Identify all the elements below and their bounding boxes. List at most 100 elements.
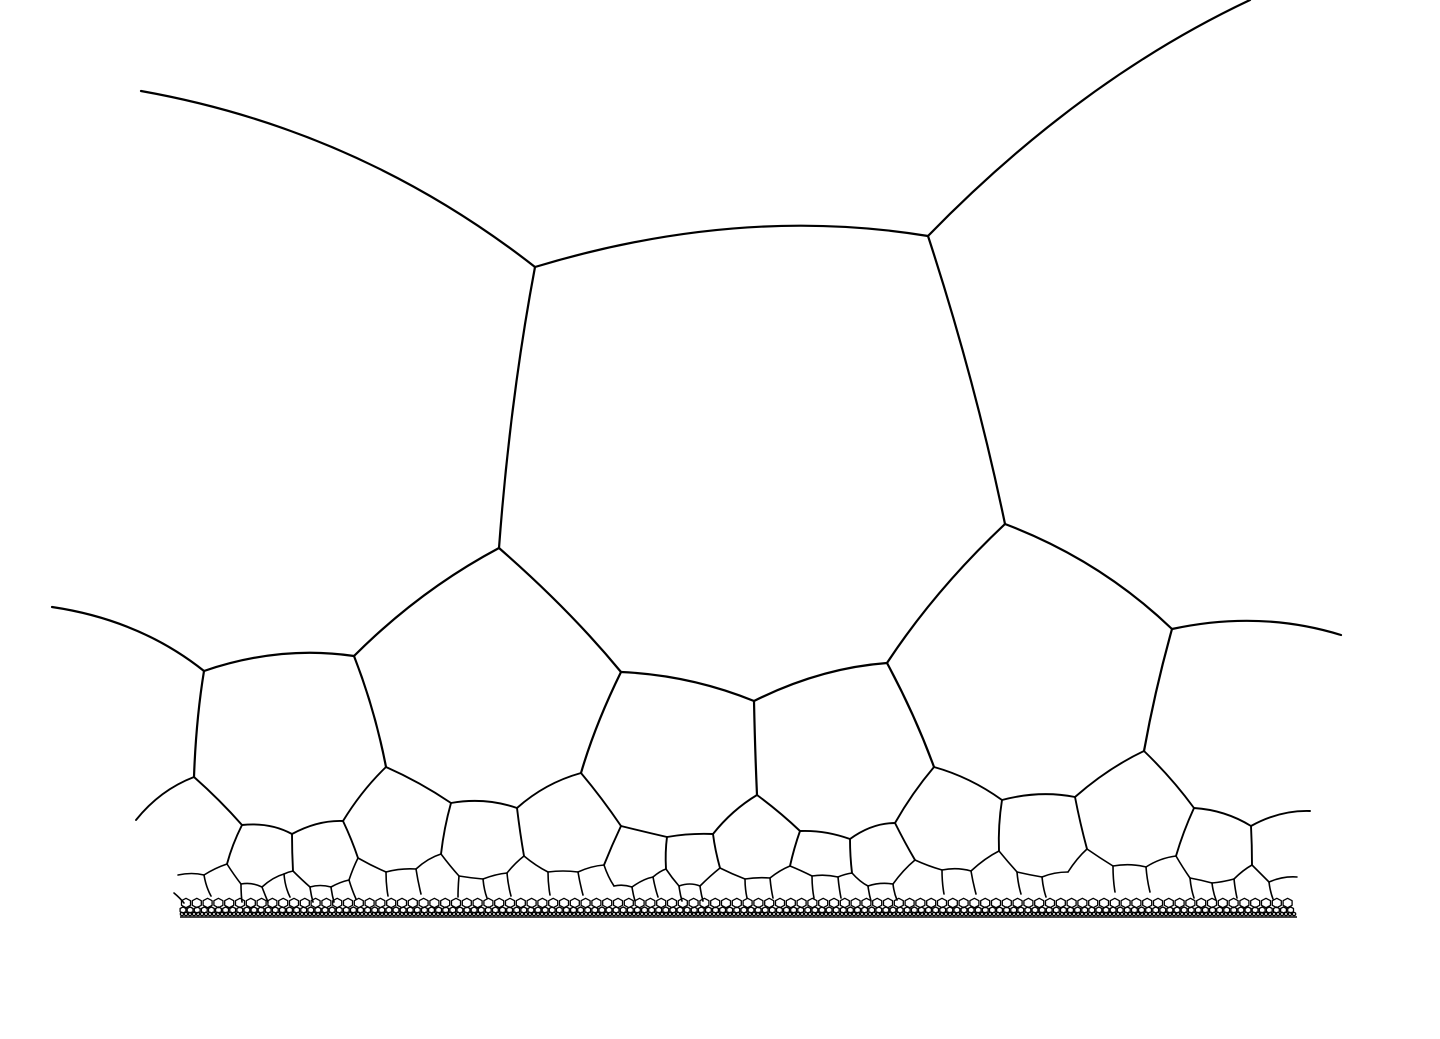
tiny-tile-cell — [415, 911, 421, 917]
tiny-tile-cell — [1142, 897, 1153, 909]
tiny-tile-cell — [947, 897, 958, 909]
tiny-tile-cell — [615, 911, 621, 917]
large-tile-edge — [1003, 522, 1174, 631]
tiny-tile-cell — [907, 911, 913, 917]
large-tile-edge — [752, 661, 889, 703]
tiny-tile-cell — [407, 911, 413, 917]
small-tile-edge — [811, 875, 815, 899]
tiny-tile-cell — [303, 911, 309, 917]
tiny-tile-cell — [1038, 906, 1046, 914]
mid-tile-edge — [342, 820, 359, 859]
tiny-tile-cell — [1219, 911, 1225, 917]
tiny-tile-cell — [1077, 897, 1088, 909]
tiny-tile-cell — [245, 897, 256, 909]
tiny-tile-cell — [407, 897, 418, 909]
tiny-tile-cell — [1255, 911, 1261, 917]
tiny-tile-cell — [278, 897, 289, 909]
mid-tile-edge — [789, 830, 801, 867]
tiny-tile-cell — [1206, 897, 1218, 909]
large-tile-edge — [139, 89, 537, 269]
tiny-tile-cell — [535, 911, 541, 917]
tiny-tile-cell — [455, 911, 461, 917]
tiny-tile-cell — [1055, 897, 1066, 909]
mid-tile-edge — [516, 807, 525, 857]
small-tile-edge — [1189, 877, 1213, 884]
tiny-tile-cell — [1174, 897, 1185, 909]
mid-tile-edge — [241, 823, 293, 835]
tiny-tile-cell — [955, 911, 961, 917]
small-tile-edge — [506, 855, 525, 874]
tiny-tile-cell — [1287, 911, 1293, 917]
tiny-tile-cell — [1199, 911, 1205, 917]
tiny-tile-cell — [975, 911, 981, 917]
tiny-tile-cell — [1239, 897, 1250, 909]
tiny-tile-cell — [551, 911, 557, 917]
tiny-tile-cell — [923, 911, 929, 917]
tiny-tile-cell — [1171, 911, 1177, 917]
tiny-tile-cell — [891, 911, 897, 917]
large-tiles-layer — [50, 0, 1343, 797]
tiny-tile-cell — [183, 911, 189, 917]
tiny-tile-cell — [627, 911, 633, 917]
small-tile-edge — [577, 871, 584, 896]
small-tile-edge — [1112, 865, 1116, 893]
tiny-tile-cell — [1007, 911, 1013, 917]
tiny-tile-cell — [645, 897, 656, 909]
tiny-tile-cell — [1166, 906, 1174, 914]
tiny-tile-cell — [999, 911, 1005, 917]
large-tile-edge — [497, 265, 537, 550]
tiny-tile-cell — [927, 911, 933, 917]
tiny-tile-cell — [213, 897, 224, 909]
tiny-tile-cell — [580, 897, 591, 909]
tiny-tile-cell — [591, 911, 597, 917]
small-tile-edge — [970, 870, 977, 895]
tiny-tile-cell — [787, 911, 793, 917]
tiny-tile-cell — [507, 911, 513, 917]
tiny-tile-cell — [1283, 911, 1289, 917]
small-tile-edge — [1189, 877, 1195, 899]
tiny-tile-cell — [879, 911, 885, 917]
tiny-tile-cell — [327, 911, 333, 917]
tiny-tile-cell — [1027, 911, 1033, 917]
tiny-tile-cell — [1235, 911, 1241, 917]
tiny-tile-cell — [315, 911, 321, 917]
mid-tile-edge — [1175, 807, 1195, 857]
tiny-tile-cell — [359, 911, 365, 917]
tiny-tile-cell — [943, 911, 949, 917]
tiny-tile-cell — [511, 911, 517, 917]
tiny-tile-cell — [935, 911, 941, 917]
tiny-tile-cell — [807, 897, 818, 909]
tiny-tile-cell — [767, 911, 773, 917]
tiny-tile-cell — [331, 911, 337, 917]
tiny-tile-cell — [559, 911, 565, 917]
tiny-tile-cell — [983, 911, 989, 917]
mid-tile-edge — [894, 822, 916, 861]
tiny-tile-cell — [343, 911, 349, 917]
small-tile-edge — [415, 853, 442, 870]
tiny-tile-cell — [319, 911, 325, 917]
mid-tile-edge — [799, 829, 851, 840]
mid-tile-edge — [291, 820, 344, 835]
tiny-tile-cell — [429, 897, 440, 909]
tiny-tile-cell — [818, 897, 829, 909]
tiny-tiles-layer — [179, 897, 1297, 917]
tiny-tile-cell — [279, 911, 285, 917]
tiny-tile-cell — [483, 897, 494, 909]
tiny-tile-cell — [483, 911, 489, 917]
tiny-tile-cell — [731, 911, 737, 917]
tiny-tile-cell — [903, 911, 909, 917]
mid-tile-edge — [291, 833, 294, 872]
tiny-tile-cell — [904, 897, 915, 909]
tiny-tile-cell — [1003, 911, 1009, 917]
tiny-tile-cell — [494, 897, 505, 909]
tiny-tile-cell — [1167, 911, 1173, 917]
tiny-tile-cell — [579, 911, 585, 917]
tiny-tile-cell — [231, 911, 237, 917]
tiny-tile-cell — [314, 906, 322, 914]
tiny-tile-cell — [1207, 911, 1213, 917]
small-tile-edge — [652, 876, 659, 898]
tiny-tile-cell — [1012, 897, 1023, 909]
tiny-tile-cell — [882, 897, 894, 909]
small-tile-edge — [851, 872, 869, 887]
mid-tile-edge — [603, 825, 622, 866]
